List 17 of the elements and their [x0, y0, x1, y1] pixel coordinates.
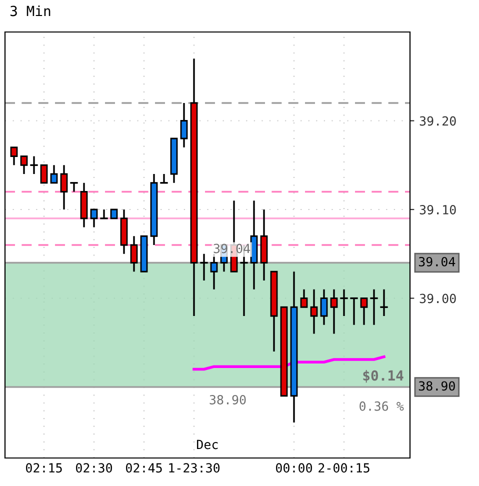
annotation: 0.36 % — [360, 401, 404, 411]
x-tick-label: 00:00 — [276, 463, 312, 473]
annotation: $0.14 — [363, 370, 404, 383]
ref-line-label: 38.90 — [418, 381, 455, 391]
ref-line-label: 39.04 — [418, 256, 456, 266]
annotation: Dec — [196, 440, 218, 450]
x-tick-label: 02:30 — [76, 463, 112, 473]
y-tick-label: 39.00 — [420, 294, 456, 304]
x-tick-label: 02:45 — [126, 463, 162, 473]
x-tick-label: 02:15 — [26, 463, 62, 473]
annotation: 38.90 — [210, 395, 246, 404]
y-tick-label: 39.10 — [420, 205, 456, 214]
chart-title: 3 Min — [10, 5, 50, 16]
x-tick-label: 2-00:15 — [318, 463, 370, 473]
annotation: 39.04 — [214, 244, 250, 254]
x-tick-label: 1-23:30 — [169, 463, 220, 473]
y-tick-label: 39.20 — [420, 116, 456, 126]
